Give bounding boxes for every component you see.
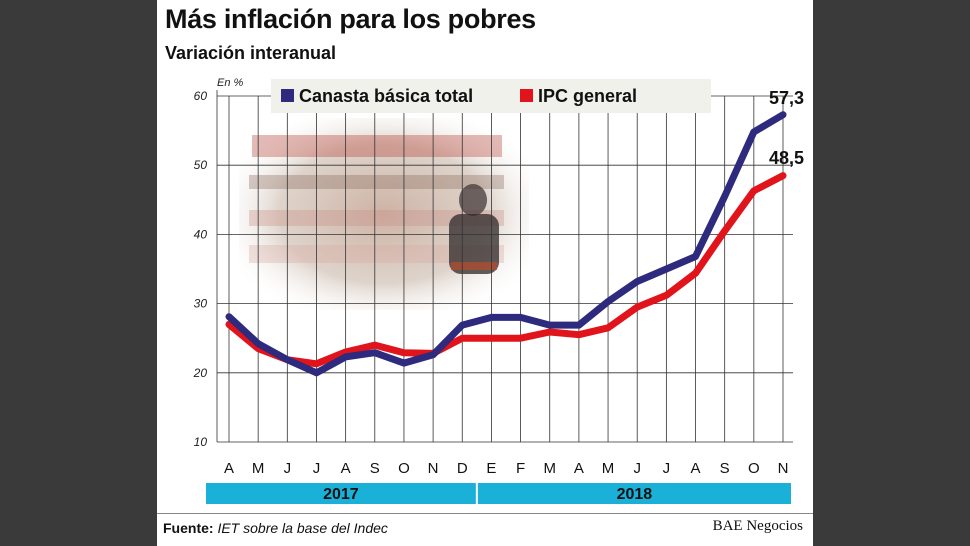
x-tick-label: A <box>691 460 701 477</box>
x-tick-label: O <box>748 460 760 477</box>
series-point <box>578 334 580 336</box>
x-tick-label: J <box>633 460 641 477</box>
series-point <box>520 337 522 339</box>
x-tick-label: N <box>428 460 439 477</box>
legend-swatch <box>520 89 533 102</box>
legend-swatch <box>281 89 294 102</box>
x-tick-label: A <box>341 460 351 477</box>
source-text: IET sobre la base del Indec <box>217 520 388 536</box>
series-line-1 <box>225 172 787 368</box>
year-bands: 2017 2018 <box>206 483 791 504</box>
series-point <box>636 280 638 282</box>
chart-legend: Canasta básica total IPC general <box>271 79 711 113</box>
year-band <box>477 483 791 504</box>
chart-series <box>225 111 787 377</box>
x-tick-label: N <box>778 460 789 477</box>
series-point <box>695 256 697 258</box>
series-point <box>345 356 347 358</box>
legend-label: IPC general <box>538 86 637 106</box>
legend-label: Canasta básica total <box>299 86 473 106</box>
y-tick-label: 10 <box>194 435 208 449</box>
series-point <box>549 331 551 333</box>
series-point <box>345 351 347 353</box>
series-point <box>549 324 551 326</box>
chart-card: Más inflación para los pobres Variación … <box>157 0 813 546</box>
y-tick-label: 60 <box>194 89 208 103</box>
supermarket-shopper-photo <box>239 118 529 310</box>
chart-subtitle: Variación interanual <box>165 43 337 63</box>
series-point <box>490 316 492 318</box>
x-tick-label: O <box>398 460 410 477</box>
x-tick-label: M <box>602 460 615 477</box>
x-tick-label: J <box>284 460 292 477</box>
series-point <box>315 363 317 365</box>
x-tick-label: J <box>313 460 321 477</box>
year-band-label: 2017 <box>323 486 359 503</box>
year-band <box>206 483 476 504</box>
year-band-label: 2018 <box>617 486 653 503</box>
series-point <box>257 348 259 350</box>
x-tick-label: F <box>516 460 525 477</box>
series-point <box>665 268 667 270</box>
end-label-canasta: 57,3 <box>769 88 804 108</box>
series-point <box>228 323 230 325</box>
y-tick-label: 50 <box>194 158 208 172</box>
x-tick-label: A <box>574 460 584 477</box>
chart-title: Más inflación para los pobres <box>165 4 536 34</box>
series-point <box>665 294 667 296</box>
series-point <box>315 372 317 374</box>
series-point <box>403 352 405 354</box>
series-point <box>461 337 463 339</box>
series-point <box>753 190 755 192</box>
series-point <box>695 272 697 274</box>
y-axis-ticks: 10 20 30 40 50 60 <box>193 89 208 449</box>
series-point <box>724 230 726 232</box>
footer-divider <box>157 513 813 514</box>
series-point <box>257 343 259 345</box>
x-tick-label: S <box>370 460 380 477</box>
x-tick-label: A <box>224 460 234 477</box>
series-point <box>286 359 288 361</box>
source-note: Fuente: IET sobre la base del Indec <box>163 520 388 536</box>
x-tick-label: D <box>457 460 468 477</box>
series-point <box>724 195 726 197</box>
legend-box <box>271 79 711 113</box>
end-label-ipc: 48,5 <box>769 148 804 168</box>
series-point <box>374 344 376 346</box>
y-tick-label: 20 <box>193 366 208 380</box>
y-tick-label: 30 <box>194 297 208 311</box>
series-point <box>607 327 609 329</box>
source-label: Fuente: <box>163 520 214 536</box>
series-point <box>607 301 609 303</box>
series-point <box>782 175 784 177</box>
series-point <box>578 324 580 326</box>
x-tick-label: J <box>663 460 671 477</box>
series-point <box>520 316 522 318</box>
series-point <box>490 337 492 339</box>
y-axis-unit: En % <box>217 77 244 89</box>
x-tick-label: M <box>543 460 556 477</box>
series-point <box>374 352 376 354</box>
y-tick-label: 40 <box>194 227 208 241</box>
x-tick-label: S <box>720 460 730 477</box>
series-point <box>403 362 405 364</box>
series-line-0 <box>225 111 787 377</box>
x-tick-label: E <box>486 460 496 477</box>
series-point <box>461 324 463 326</box>
x-tick-label: M <box>252 460 265 477</box>
series-point <box>782 114 784 116</box>
credit-logo: BAE Negocios <box>712 518 803 534</box>
series-point <box>753 131 755 133</box>
series-point <box>636 306 638 308</box>
series-point <box>432 354 434 356</box>
series-point <box>228 316 230 318</box>
